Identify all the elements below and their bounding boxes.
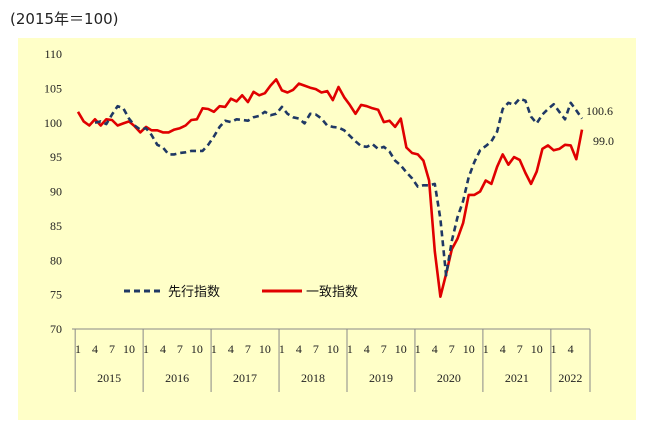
x-month-label: 10 [531,342,543,356]
x-month-label: 4 [432,342,438,356]
y-tick-label: 95 [50,150,62,164]
legend-leading-label: 先行指数 [168,285,220,300]
x-month-label: 4 [500,342,506,356]
y-tick-label: 100 [44,116,62,130]
x-month-label: 10 [259,342,271,356]
x-month-label: 1 [143,342,149,356]
x-month-label: 10 [191,342,203,356]
x-month-label: 10 [327,342,339,356]
x-month-label: 7 [381,342,387,356]
x-month-label: 4 [568,342,574,356]
series-lines [76,78,584,298]
x-year-label: 2017 [233,371,257,385]
x-month-label: 1 [75,342,81,356]
x-year-label: 2020 [437,371,461,385]
end-label-coincident: 99.0 [593,134,614,148]
chart-background [18,38,636,420]
x-year-label: 2021 [505,371,529,385]
end-label-leading: 100.6 [586,104,613,118]
x-month-label: 10 [395,342,407,356]
x-month-label: 1 [279,342,285,356]
x-year-label: 2018 [301,371,325,385]
legend: 先行指数 一致指数 [124,285,358,300]
series-line-leading [94,97,584,277]
x-month-label: 7 [245,342,251,356]
x-month-label: 7 [109,342,115,356]
y-tick-label: 110 [44,47,62,61]
x-year-label: 2022 [558,371,582,385]
y-tick-label: 85 [50,219,62,233]
legend-coincident-label: 一致指数 [306,285,358,300]
x-month-label: 4 [228,342,234,356]
y-tick-label: 105 [44,81,62,95]
x-month-label: 1 [211,342,217,356]
x-month-label: 10 [123,342,135,356]
y-tick-label: 75 [50,288,62,302]
x-month-label: 7 [177,342,183,356]
x-month-label: 1 [483,342,489,356]
y-tick-label: 90 [50,185,62,199]
x-month-label: 1 [415,342,421,356]
x-year-label: 2019 [369,371,393,385]
y-tick-label: 70 [50,322,62,336]
series-line-coincident [76,78,584,298]
unit-label: (2015年＝100) [10,10,119,28]
x-month-label: 1 [551,342,557,356]
x-month-label: 7 [449,342,455,356]
y-tick-label: 80 [50,253,62,267]
x-month-label: 4 [160,342,166,356]
x-month-label: 4 [92,342,98,356]
x-month-label: 4 [296,342,302,356]
x-month-label: 4 [364,342,370,356]
x-month-label: 10 [463,342,475,356]
x-year-label: 2016 [165,371,189,385]
x-month-label: 7 [517,342,523,356]
x-month-label: 7 [313,342,319,356]
x-year-label: 2015 [97,371,121,385]
x-month-label: 1 [347,342,353,356]
